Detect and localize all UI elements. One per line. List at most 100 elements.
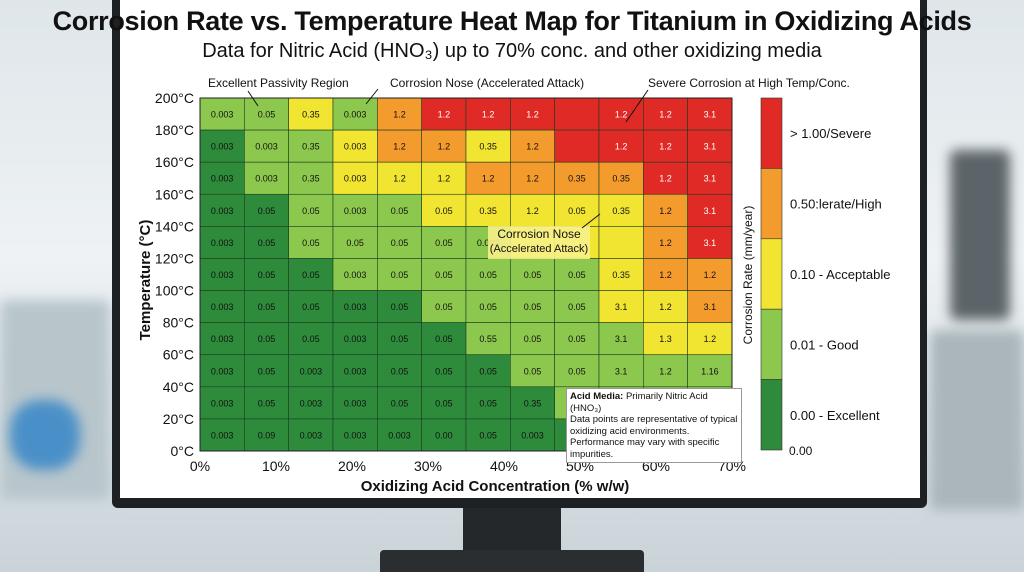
heatmap-cell-label: 1.2 [659, 366, 672, 376]
heatmap-cell-label: 0.05 [479, 430, 497, 440]
heatmap-cell-label: 0.05 [302, 270, 320, 280]
heatmap-cell-label: 0.003 [211, 398, 234, 408]
heatmap-cell [377, 161, 422, 195]
heatmap-cell-label: 0.05 [258, 206, 276, 216]
heatmap-cell [377, 129, 422, 163]
heatmap-cell [643, 161, 688, 195]
legend-swatch [760, 308, 783, 380]
heatmap-cell-label: 0.05 [302, 238, 320, 248]
y-axis-label: Temperature (°C) [137, 220, 154, 341]
heatmap-cell-label: 1.2 [393, 110, 406, 120]
heatmap-cell-label: 0.003 [344, 174, 367, 184]
heatmap-cell-label: 0.05 [435, 334, 453, 344]
heatmap-cell-label: 0.003 [344, 398, 367, 408]
heatmap-cell-label: 1.2 [438, 174, 451, 184]
heatmap-cell-label: 0.35 [479, 142, 497, 152]
heatmap-cell [510, 354, 555, 388]
y-tick-label: 200°C [155, 90, 194, 106]
heatmap-cell-label: 0.003 [211, 206, 234, 216]
heatmap-cell [244, 386, 289, 420]
heatmap-cell [332, 290, 378, 323]
heatmap-cell-label: 0.35 [612, 270, 630, 280]
heatmap-cell [554, 97, 600, 131]
legend-bottom-label: 0.00 [789, 444, 813, 458]
heatmap-cell-label: 3.1 [704, 142, 717, 152]
legend-label: > 1.00/Severe [790, 126, 871, 141]
heatmap-cell [687, 129, 733, 163]
heatmap-cell-label: 0.003 [300, 398, 323, 408]
heatmap-cell-label: 0.05 [435, 270, 453, 280]
heatmap-cell-label: 0.05 [524, 270, 542, 280]
heatmap-cell-label: 0.05 [391, 302, 409, 312]
heatmap-cell-label: 1.2 [438, 110, 451, 120]
heatmap-cell [687, 193, 733, 227]
annotation-arrow-nose [365, 88, 379, 105]
heatmap-cell [598, 354, 644, 388]
heatmap-cell-label: 1.2 [704, 334, 717, 344]
heatmap-cell-label: 0.05 [435, 398, 453, 408]
heatmap-cell-label: 1.2 [659, 142, 672, 152]
annotation-corrosion-nose-top: Corrosion Nose (Accelerated Attack) [390, 76, 584, 90]
legend-swatch [760, 97, 783, 169]
heatmap-cell-label: 0.003 [344, 142, 367, 152]
heatmap-cell [288, 354, 334, 388]
chart-subtitle: Data for Nitric Acid (HNO₃) up to 70% co… [202, 40, 822, 62]
y-tick-label: 40°C [163, 379, 194, 395]
heatmap-cell-label: 0.35 [302, 174, 320, 184]
heatmap-cell-label: 0.003 [521, 430, 544, 440]
x-tick-label: 30% [414, 458, 442, 474]
heatmap-cell-label: 3.1 [704, 110, 717, 120]
heatmap-cell [687, 226, 733, 259]
heatmap-cell [377, 354, 422, 388]
notes-heading-rest: Primarily Nitric Acid (HNO₃) [570, 391, 708, 414]
heatmap-cell-label: 1.3 [659, 334, 672, 344]
plot-frame [199, 97, 733, 452]
heatmap-cell-label: 1.2 [482, 174, 495, 184]
heatmap-cell [244, 129, 289, 163]
heatmap-cell [199, 354, 245, 388]
heatmap-cell-label: 0.35 [612, 206, 630, 216]
heatmap-cell [554, 290, 600, 323]
heatmap-cell-label: 0.05 [568, 206, 586, 216]
heatmap-cell [643, 226, 688, 259]
heatmap-cell-label: 1.2 [704, 270, 717, 280]
heatmap-cell-label: 0.003 [255, 142, 278, 152]
heatmap-cell-label: 1.2 [659, 238, 672, 248]
heatmap-cell-label: 0.55 [479, 334, 497, 344]
heatmap-cell [687, 322, 733, 356]
title-block: Corrosion Rate vs. Temperature Heat Map … [0, 6, 1024, 63]
heatmap-cell-label: 0.05 [258, 110, 276, 120]
heatmap-cell [643, 354, 688, 388]
heatmap-cell-labels: 0.003 0.05 0.35 0.003 1.2 1.2 1.2 1.2 1.2 1.2 3.1 0… [211, 110, 719, 441]
heatmap-cell-label: 0.05 [568, 270, 586, 280]
heatmap-cell-label: 0.35 [479, 206, 497, 216]
heatmap-cell-label: 0.05 [346, 238, 364, 248]
heatmap-cell-label: 3.1 [704, 238, 717, 248]
heatmap-cell [421, 226, 467, 259]
heatmap-cell-label: 0.05 [479, 366, 497, 376]
annotation-inner-line1: Corrosion Nose [497, 227, 581, 241]
heatmap-cell-label: 0.003 [344, 302, 367, 312]
y-tick-label: 100°C [155, 283, 194, 299]
heatmap-cell-label: 0.003 [388, 430, 411, 440]
heatmap-cell-label: 0.05 [302, 334, 320, 344]
heatmap-cell [421, 386, 467, 420]
heatmap-cell [244, 193, 289, 227]
heatmap-cell-label: 1.2 [659, 270, 672, 280]
heatmap-cell [288, 290, 334, 323]
heatmap-cell [554, 129, 600, 163]
heatmap-cell [421, 97, 467, 131]
heatmap-cell-label: 0.003 [344, 270, 367, 280]
chart-title: Corrosion Rate vs. Temperature Heat Map … [52, 6, 972, 36]
heatmap-cell [465, 354, 511, 388]
heatmap-cell-label: 3.1 [704, 174, 717, 184]
y-tick-label: 140°C [155, 218, 194, 234]
heatmap-cell-label: 0.09 [258, 430, 276, 440]
heatmap-cell [643, 129, 688, 163]
heatmap-cell [687, 354, 733, 388]
heatmap-cell [288, 97, 334, 131]
heatmap-cell [199, 161, 245, 195]
legend-label: 0.50:lerate/High [790, 197, 882, 212]
heatmap-cell-label: 1.2 [393, 174, 406, 184]
